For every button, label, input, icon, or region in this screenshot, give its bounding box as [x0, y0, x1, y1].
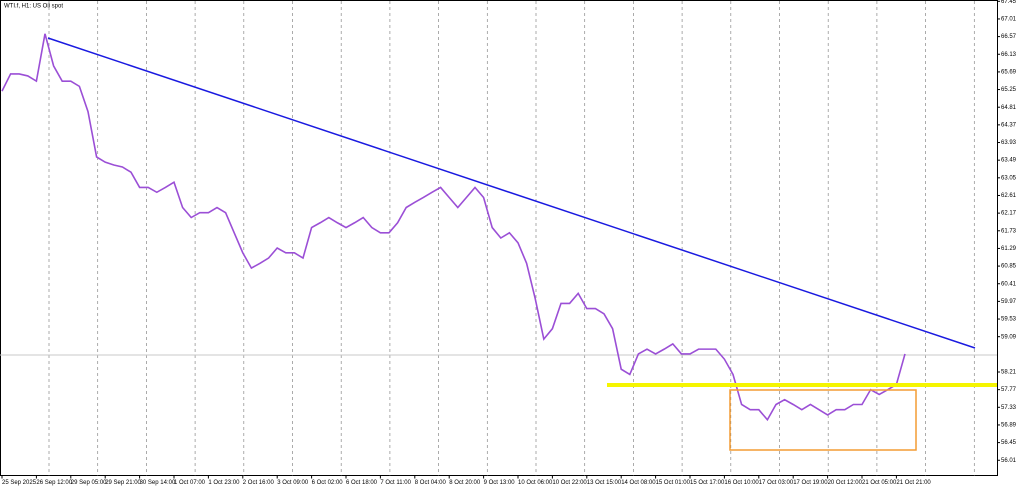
x-tick-label: 6 Oct 02:00: [312, 480, 344, 486]
x-tick-label: 30 Sep 14:00: [140, 480, 176, 486]
y-tick-label: 57.77: [1001, 387, 1017, 393]
x-tick-label: 15 Oct 17:00: [690, 480, 725, 486]
plot: [1, 33, 906, 422]
x-tick-label: 8 Oct 04:00: [415, 480, 447, 486]
y-tick-label: 56.89: [1001, 423, 1017, 429]
y-tick-label: 60.41: [1001, 281, 1017, 287]
y-tick-label: 65.25: [1001, 87, 1017, 93]
x-tick-label: 14 Oct 08:00: [621, 480, 656, 486]
x-tick-label: 15 Oct 01:00: [656, 480, 691, 486]
x-tick-label: 17 Oct 19:00: [793, 480, 828, 486]
x-tick-label: 6 Oct 18:00: [346, 480, 378, 486]
x-tick-label: 7 Oct 11:00: [380, 480, 411, 486]
x-tick-label: 2 Oct 16:00: [243, 480, 275, 486]
y-tick-label: 61.29: [1001, 246, 1017, 252]
y-tick-label: 59.09: [1001, 334, 1017, 340]
trend-line: [47, 37, 976, 349]
y-tick-label: 65.69: [1001, 69, 1017, 75]
y-tick-label: 62.17: [1001, 211, 1017, 217]
x-tick-label: 10 Oct 06:00: [518, 480, 553, 486]
plot-frame: [0, 0, 998, 476]
x-tick-label: 9 Oct 13:00: [484, 480, 516, 486]
y-tick-label: 60.85: [1001, 264, 1017, 270]
x-tick-label: 13 Oct 15:00: [587, 480, 622, 486]
y-tick-label: 63.93: [1001, 140, 1017, 146]
chart-title: WTI.f, H1: US Oil spot: [4, 4, 63, 10]
x-tick-label: 1 Oct 23:00: [208, 480, 240, 486]
y-tick-label: 67.01: [1001, 17, 1017, 23]
x-tick-label: 29 Sep 21:00: [105, 480, 141, 486]
x-tick-label: 29 Sep 05:00: [71, 480, 107, 486]
y-tick-label: 63.05: [1001, 175, 1017, 181]
y-tick-label: 64.37: [1001, 122, 1017, 128]
y-tick-label: 66.13: [1001, 52, 1017, 58]
y-tick-label: 59.53: [1001, 317, 1017, 323]
y-tick-label: 56.01: [1001, 458, 1017, 464]
x-tick-label: 1 Oct 07:00: [174, 480, 206, 486]
x-tick-label: 10 Oct 22:00: [552, 480, 587, 486]
y-tick-label: 63.49: [1001, 158, 1017, 164]
y-tick-label: 56.45: [1001, 440, 1017, 446]
y-tick-label: 64.81: [1001, 105, 1017, 111]
x-tick-label: 26 Sep 12:00: [36, 480, 72, 486]
separators: [48, 1, 975, 476]
y-tick-label: 62.61: [1001, 193, 1017, 199]
y-tick-label: 59.97: [1001, 299, 1017, 305]
x-tick-label: 25 Sep 2025: [2, 480, 37, 486]
y-tick-label: 61.73: [1001, 228, 1017, 234]
y-tick-label: 67.45: [1001, 0, 1017, 5]
x-tick-label: 16 Oct 10:00: [724, 480, 759, 486]
y-tick-label: 57.33: [1001, 405, 1017, 411]
x-tick-label: 20 Oct 12:00: [828, 480, 863, 486]
price-line: [1, 33, 906, 422]
range-box: [729, 389, 917, 451]
x-tick-label: 3 Oct 09:00: [277, 480, 309, 486]
y-tick-label: 66.57: [1001, 34, 1017, 40]
x-tick-label: 21 Oct 05:00: [862, 480, 897, 486]
x-tick-label: 8 Oct 20:00: [449, 480, 481, 486]
x-tick-label: 17 Oct 03:00: [759, 480, 794, 486]
y-tick-label: 58.21: [1001, 370, 1017, 376]
x-tick-label: 21 Oct 21:00: [896, 480, 931, 486]
